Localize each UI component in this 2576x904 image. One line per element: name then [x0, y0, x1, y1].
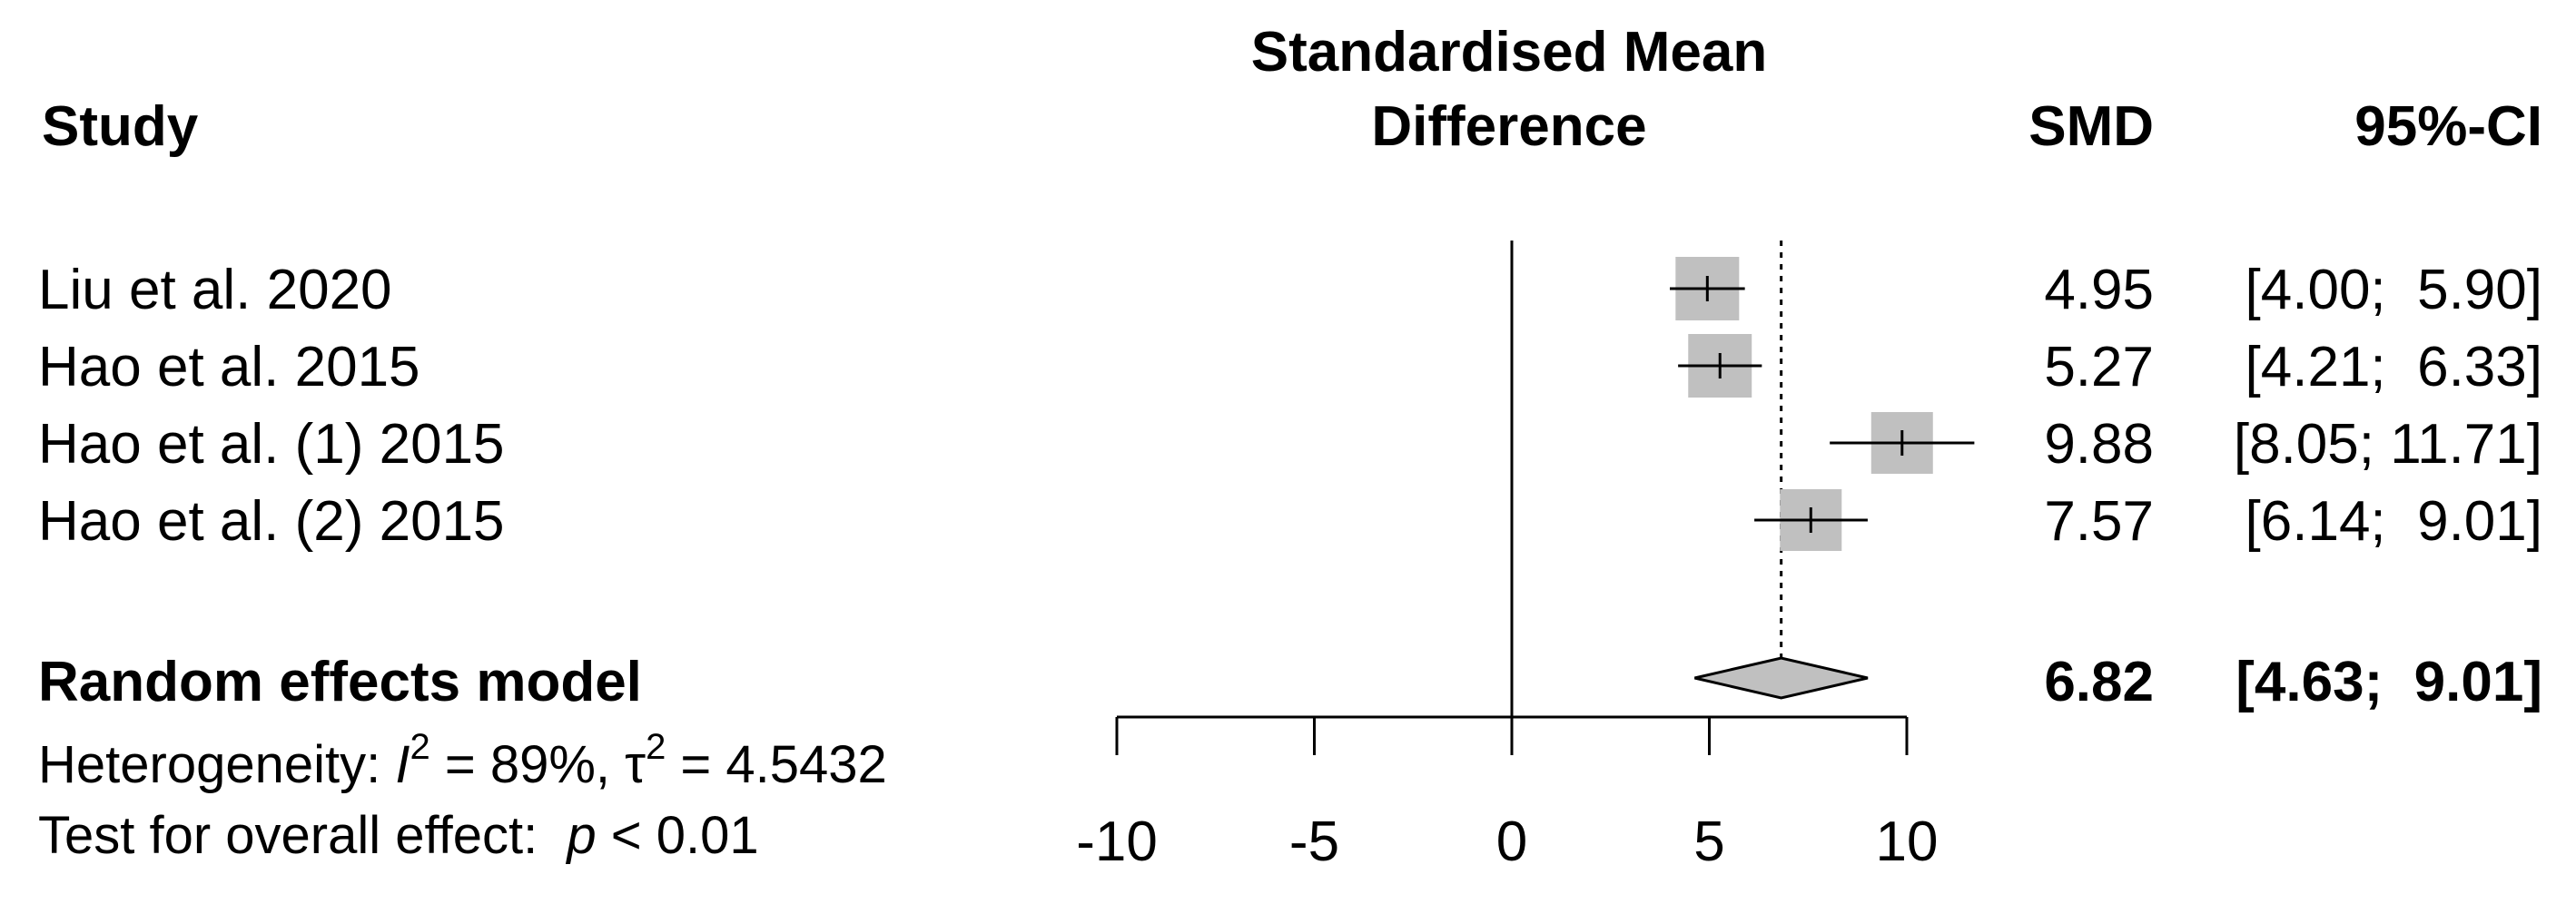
study-smd-1: 4.95 [2044, 259, 2154, 321]
study-label-2: Hao et al. 2015 [38, 336, 420, 398]
i2-value: = 89%, [430, 735, 625, 794]
pooled-diamond [1694, 656, 1869, 700]
i2-symbol: I [395, 735, 410, 794]
overall-test-prefix: Test for overall effect: [38, 806, 567, 865]
pooled-ci: [4.63; 9.01] [2235, 651, 2542, 713]
header-effect-line2: Difference [1371, 95, 1646, 158]
study-label-3: Hao et al. (1) 2015 [38, 413, 505, 476]
study-ci-1: [4.00; 5.90] [2245, 259, 2542, 321]
tau-symbol: τ [625, 735, 646, 794]
i2-superscript: 2 [410, 727, 429, 767]
x-tick-label-3: 0 [1496, 811, 1527, 873]
heterogeneity-prefix: Heterogeneity: [38, 735, 395, 794]
study-label-1: Liu et al. 2020 [38, 259, 392, 321]
tau-value: = 4.5432 [666, 735, 887, 794]
pooled-label: Random effects model [38, 651, 642, 713]
study-smd-3: 9.88 [2044, 413, 2154, 476]
p-value: < 0.01 [597, 806, 759, 865]
p-symbol: p [565, 806, 596, 865]
overall-test-text: Test for overall effect: p < 0.01 [38, 806, 759, 865]
x-tick-label-5: 10 [1876, 811, 1939, 873]
x-tick-label-2: -5 [1289, 811, 1339, 873]
study-smd-4: 7.57 [2044, 490, 2154, 553]
header-smd: SMD [2028, 95, 2154, 158]
study-ci-2: [4.21; 6.33] [2245, 336, 2542, 398]
header-study: Study [42, 95, 199, 158]
study-smd-2: 5.27 [2044, 336, 2154, 398]
tau-superscript: 2 [646, 727, 666, 767]
heterogeneity-text: Heterogeneity: I2 = 89%, τ2 = 4.5432 [38, 727, 887, 794]
plot-marks: -10 -5 0 5 10 [1076, 241, 1975, 873]
study-label-4: Hao et al. (2) 2015 [38, 490, 505, 553]
study-ci-3: [8.05; 11.71] [2234, 413, 2542, 476]
pooled-smd: 6.82 [2044, 651, 2154, 713]
header-effect-line1: Standardised Mean [1251, 21, 1767, 84]
study-ci-4: [6.14; 9.01] [2245, 490, 2542, 553]
x-tick-label-4: 5 [1693, 811, 1724, 873]
header-ci: 95%-CI [2354, 95, 2542, 158]
x-tick-label-1: -10 [1076, 811, 1158, 873]
